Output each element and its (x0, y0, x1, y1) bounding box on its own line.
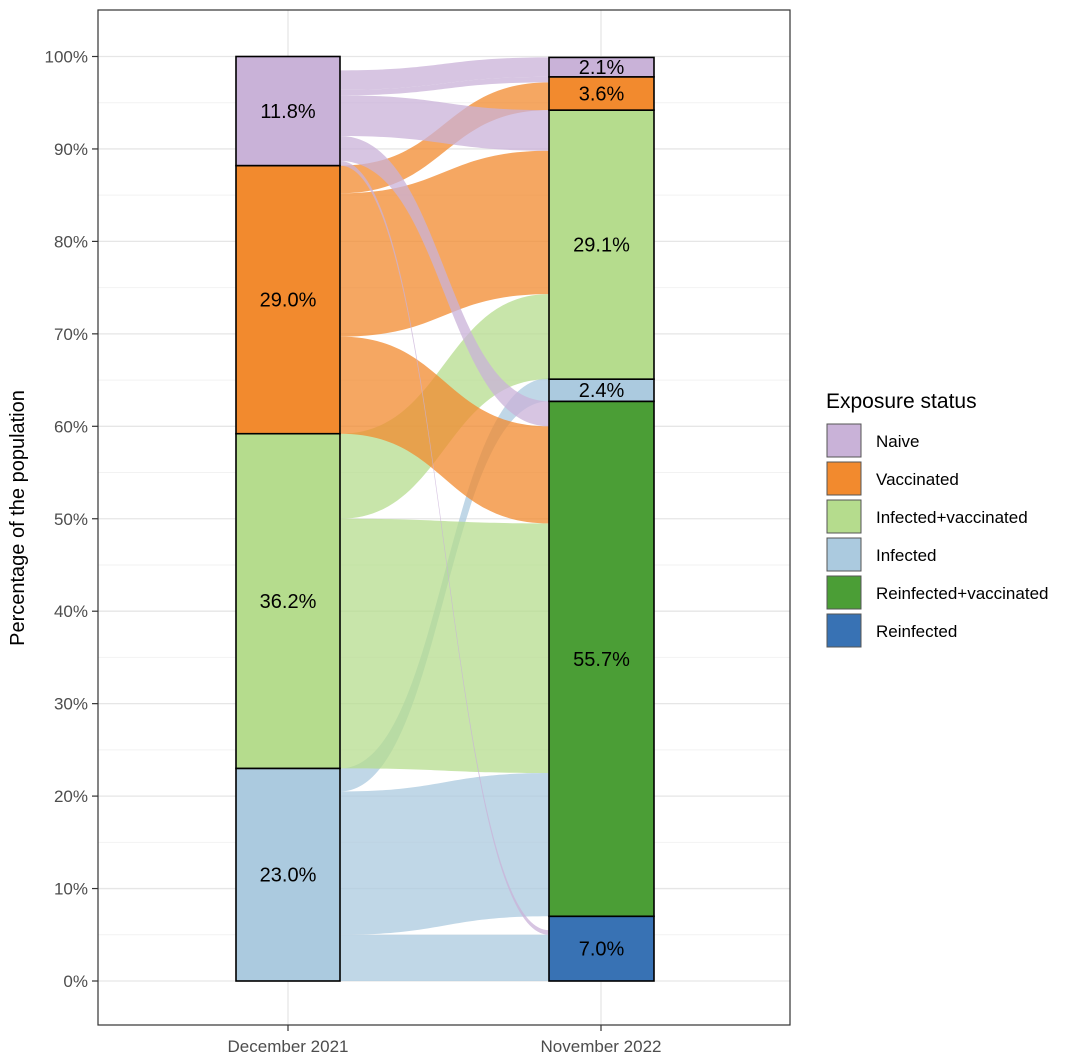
flow-naive-to-naive (340, 57, 549, 90)
flow-naive-to-vaccinated (340, 76, 549, 96)
y-tick-label: 100% (45, 48, 88, 67)
legend-label: Reinfected+vaccinated (876, 584, 1048, 603)
segment-label: 23.0% (260, 865, 317, 887)
flow-naive-to-reinfected (340, 160, 549, 935)
y-tick-label: 40% (54, 602, 88, 621)
x-axis: December 2021 November 2022 (228, 1025, 662, 1056)
y-tick-label: 90% (54, 140, 88, 159)
legend-key (826, 537, 862, 572)
y-tick-label: 20% (54, 787, 88, 806)
segment-label: 11.8% (260, 101, 315, 123)
segment-label: 2.1% (579, 57, 625, 79)
segment-label: 3.6% (579, 83, 625, 105)
stack-segment (548, 76, 655, 111)
legend-key (826, 499, 862, 534)
legend-label: Vaccinated (876, 470, 959, 489)
y-tick-label: 30% (54, 695, 88, 714)
y-tick-label: 70% (54, 325, 88, 344)
x-tick-label: December 2021 (228, 1037, 349, 1056)
stack-segment (548, 400, 655, 918)
segment-label: 29.1% (573, 235, 630, 257)
flow-infected-vaccinated-to-reinfected-vaccinated (340, 518, 549, 773)
y-tick-label: 10% (54, 880, 88, 899)
stack-segment (235, 767, 341, 982)
flow-infected-to-reinfected (340, 934, 549, 981)
y-tick-label: 80% (54, 232, 88, 251)
legend-label: Reinfected (876, 622, 957, 641)
flow-naive-to-infected-vaccinated (340, 95, 549, 151)
legend-key (826, 613, 862, 648)
flow-ribbons (340, 57, 549, 981)
stacks: 23.0% 36.2% 29.0% 11.8% 7.0% 55.7% 2.4% 29.1% 3.… (235, 55, 655, 982)
legend-key (826, 575, 862, 610)
legend: Exposure status Naive Vaccinated Infected+… (826, 390, 1048, 648)
legend-title: Exposure status (826, 390, 977, 413)
segment-label: 7.0% (579, 939, 625, 961)
segment-label: 55.7% (573, 649, 630, 671)
stack-segment (235, 432, 341, 770)
stack-segment (235, 55, 341, 167)
x-tick-label: November 2022 (541, 1037, 662, 1056)
flow-vaccinated-to-reinfected-vaccinated (340, 336, 549, 524)
segment-label: 2.4% (579, 380, 625, 402)
legend-label: Infected+vaccinated (876, 508, 1028, 527)
segment-label: 36.2% (260, 591, 317, 613)
legend-label: Naive (876, 432, 919, 451)
legend-key (826, 423, 862, 458)
flow-vaccinated-to-infected-vaccinated (340, 150, 549, 337)
y-tick-label: 50% (54, 510, 88, 529)
legend-key (826, 461, 862, 496)
flow-infected-to-reinfected-vaccinated (340, 772, 549, 935)
y-tick-label: 0% (63, 972, 88, 991)
stack-segment (548, 109, 655, 380)
flow-naive-to-reinfected-vaccinated (340, 136, 549, 427)
segment-label: 29.0% (260, 290, 317, 312)
y-tick-label: 60% (54, 417, 88, 436)
legend-label: Infected (876, 546, 937, 565)
y-axis: 0% 10% 20% 30% 40% 50% 60% 70% 80% 90% 100% (45, 48, 98, 991)
stack-segment (548, 56, 655, 78)
plot-panel-border (97, 9, 791, 1026)
y-axis-title: Percentage of the population (7, 390, 29, 646)
